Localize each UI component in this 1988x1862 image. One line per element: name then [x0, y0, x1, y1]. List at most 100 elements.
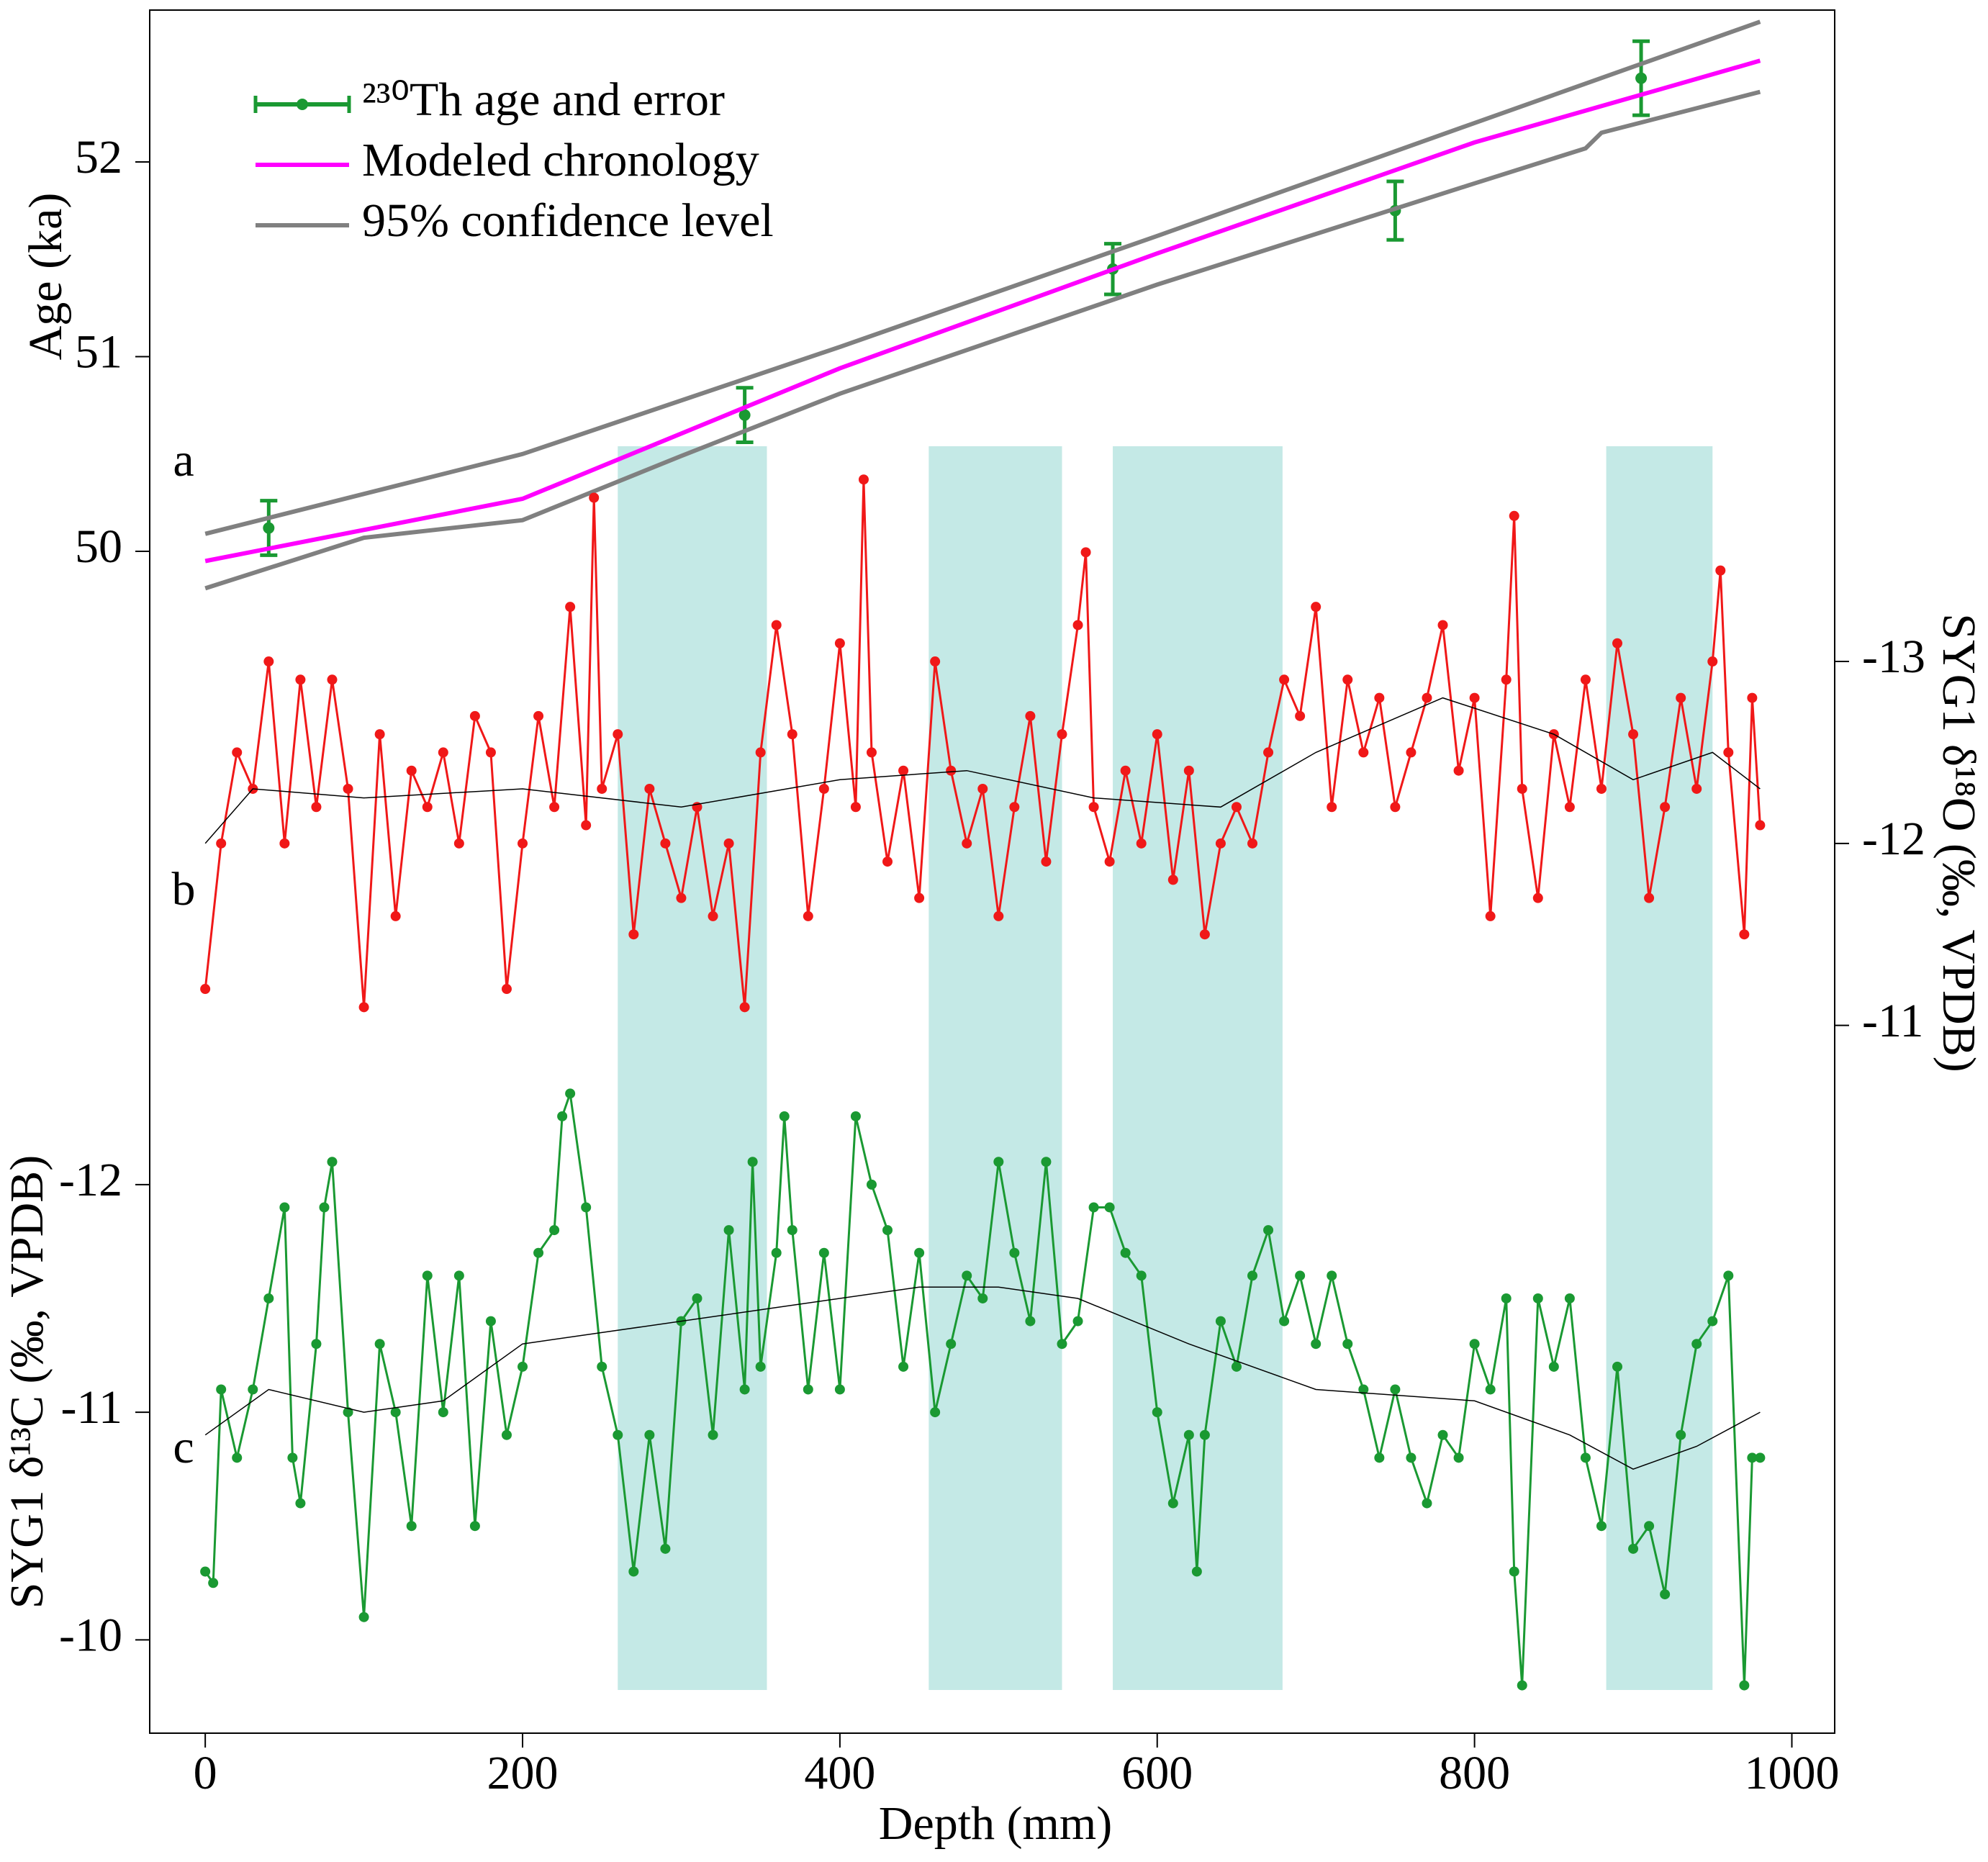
data-point — [739, 1384, 750, 1395]
data-point — [358, 1002, 369, 1013]
data-point — [1152, 729, 1162, 740]
panel-label: c — [173, 1421, 194, 1473]
shaded-band — [1606, 446, 1713, 1690]
data-point — [327, 674, 338, 685]
data-point — [501, 984, 512, 995]
legend-marker — [297, 99, 308, 110]
data-point — [1152, 1407, 1162, 1418]
data-point — [834, 1384, 845, 1395]
data-point — [1088, 802, 1099, 813]
data-point — [1469, 1339, 1480, 1350]
data-point — [930, 1407, 941, 1418]
data-point — [755, 747, 766, 758]
data-point — [1723, 747, 1734, 758]
data-point — [1263, 1225, 1274, 1236]
data-point — [438, 1407, 448, 1418]
data-point — [1041, 857, 1052, 867]
data-point — [882, 857, 893, 867]
data-point — [1532, 892, 1543, 903]
data-point — [962, 838, 972, 849]
data-point — [1422, 692, 1432, 703]
data-point — [287, 1452, 298, 1463]
data-point — [1437, 620, 1448, 631]
data-point — [708, 1429, 718, 1440]
data-point — [1136, 1270, 1147, 1281]
data-point — [1509, 510, 1519, 521]
data-point — [1723, 1270, 1734, 1281]
data-point — [1596, 783, 1607, 794]
data-point — [1263, 747, 1274, 758]
data-point — [858, 474, 869, 485]
data-point — [1247, 1270, 1258, 1281]
y-tick-label: -13 — [1862, 631, 1925, 683]
data-point — [818, 783, 829, 794]
data-point — [438, 747, 448, 758]
data-point — [1342, 674, 1353, 685]
data-point — [1580, 674, 1591, 685]
data-point — [422, 802, 433, 813]
data-point — [1183, 1429, 1194, 1440]
data-point — [469, 1521, 480, 1532]
data-point — [803, 910, 813, 921]
data-point — [771, 620, 782, 631]
series-line — [204, 1286, 1761, 1470]
data-point — [898, 1361, 909, 1372]
data-point — [1501, 1293, 1512, 1303]
age-point — [1635, 72, 1648, 84]
x-tick-label: 200 — [487, 1747, 559, 1799]
data-point — [613, 729, 623, 740]
plot-frame — [149, 9, 1835, 1734]
series-line — [204, 697, 1761, 844]
data-point — [1390, 802, 1401, 813]
data-point — [723, 838, 734, 849]
data-point — [1406, 1452, 1417, 1463]
data-point — [1191, 1566, 1202, 1577]
data-point — [977, 783, 988, 794]
data-point — [549, 1225, 560, 1236]
data-point — [866, 747, 877, 758]
data-point — [1358, 747, 1369, 758]
data-point — [613, 1429, 623, 1440]
data-point — [962, 1270, 972, 1281]
data-point — [1390, 1384, 1401, 1395]
data-point — [787, 1225, 798, 1236]
data-point — [208, 1578, 219, 1588]
data-point — [533, 710, 544, 721]
data-point — [747, 1157, 758, 1167]
y-tick-label: -12 — [59, 1154, 122, 1206]
data-point — [1644, 1521, 1655, 1532]
data-point — [1374, 692, 1385, 703]
data-point — [557, 1111, 568, 1121]
data-point — [216, 1384, 227, 1395]
series-line — [204, 89, 1761, 591]
data-point — [644, 783, 655, 794]
data-point — [1509, 1566, 1519, 1577]
data-point — [485, 747, 496, 758]
data-point — [1660, 802, 1671, 813]
age-point — [738, 409, 751, 421]
data-point — [406, 1521, 417, 1532]
data-point — [1676, 692, 1686, 703]
data-point — [518, 1361, 528, 1372]
data-point — [1739, 929, 1750, 940]
data-point — [1374, 1452, 1385, 1463]
data-point — [1104, 857, 1115, 867]
data-point — [866, 1179, 877, 1190]
data-point — [660, 1543, 671, 1554]
data-point — [1311, 602, 1321, 613]
bands-layer — [618, 446, 1713, 1690]
data-point — [779, 1111, 790, 1121]
data-point — [1295, 710, 1306, 721]
data-point — [549, 802, 560, 813]
series-line — [204, 19, 1761, 536]
data-point — [1707, 1316, 1718, 1327]
data-point — [1469, 692, 1480, 703]
data-point — [1088, 1202, 1099, 1213]
data-point — [739, 1002, 750, 1013]
data-point — [850, 802, 861, 813]
data-point — [1279, 1316, 1290, 1327]
data-point — [581, 820, 592, 831]
data-point — [589, 492, 600, 503]
data-point — [834, 638, 845, 648]
